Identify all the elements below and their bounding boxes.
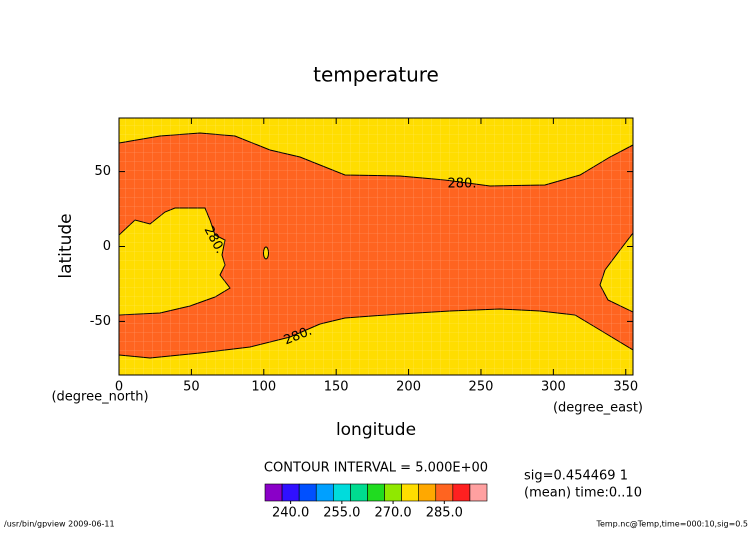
grid [119, 118, 633, 375]
footer-right: Temp.nc@Temp,time=000:10,sig=0.5 [595, 520, 748, 529]
colorbar-box [384, 483, 402, 502]
x-tick-label: 300 [541, 380, 566, 395]
colorbar-box [298, 483, 317, 502]
y-axis-label: latitude [56, 213, 76, 278]
footer-left: /usr/bin/gpview 2009-06-11 [4, 520, 115, 529]
chart-title: temperature [313, 63, 439, 87]
colorbar-box [401, 483, 419, 502]
info-line: (mean) time:0..10 [524, 486, 642, 501]
x-tick-label: 50 [183, 380, 200, 395]
y-units: (degree_north) [51, 390, 148, 405]
colorbar-box [281, 483, 300, 502]
info-line: sig=0.454469 1 [524, 469, 628, 484]
y-tick-label: 0 [103, 239, 111, 254]
x-tick-label: 0 [115, 380, 123, 395]
contour-interval: CONTOUR INTERVAL = 5.000E+00 [264, 461, 488, 476]
plot-area [119, 118, 633, 375]
colorbar-box [469, 483, 488, 502]
colorbar-label: 270.0 [374, 506, 411, 521]
y-tick-label: 50 [94, 164, 111, 179]
x-tick-label: 350 [613, 380, 638, 395]
x-tick-label: 200 [396, 380, 421, 395]
colorbar-box [333, 483, 351, 502]
x-tick-label: 100 [251, 380, 276, 395]
colorbar-label: 255.0 [323, 506, 360, 521]
x-tick-label: 250 [469, 380, 494, 395]
colorbar-box [350, 483, 368, 502]
x-tick-label: 150 [324, 380, 349, 395]
y-tick-label: -50 [90, 314, 111, 329]
x-units: (degree_east) [553, 401, 643, 416]
colorbar-box [315, 483, 334, 502]
contour-label: 280. [448, 177, 477, 192]
colorbar-box [435, 483, 454, 502]
colorbar-box [418, 483, 437, 502]
colorbar-label: 285.0 [426, 506, 463, 521]
colorbar-box [367, 483, 385, 502]
colorbar-box [264, 483, 283, 502]
colorbar-box [452, 483, 471, 502]
colorbar-label: 240.0 [272, 506, 309, 521]
x-axis-label: longitude [336, 420, 416, 440]
